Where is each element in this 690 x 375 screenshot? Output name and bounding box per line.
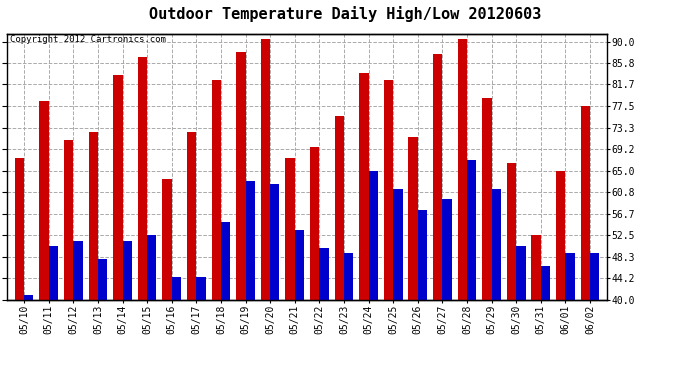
Bar	[270, 184, 279, 300]
Bar	[295, 230, 304, 300]
Bar	[417, 210, 427, 300]
Bar	[457, 39, 467, 300]
Bar	[212, 80, 221, 300]
Bar	[531, 236, 541, 300]
Bar	[408, 137, 417, 300]
Bar	[433, 54, 442, 300]
Bar	[123, 240, 132, 300]
Bar	[221, 222, 230, 300]
Bar	[98, 259, 107, 300]
Bar	[88, 132, 98, 300]
Bar	[467, 160, 476, 300]
Bar	[64, 140, 73, 300]
Bar	[172, 277, 181, 300]
Bar	[162, 178, 172, 300]
Bar	[565, 254, 575, 300]
Bar	[319, 248, 328, 300]
Bar	[261, 39, 270, 300]
Bar	[491, 189, 501, 300]
Bar	[482, 98, 491, 300]
Bar	[49, 246, 58, 300]
Bar	[147, 236, 157, 300]
Bar	[516, 246, 526, 300]
Bar	[442, 199, 452, 300]
Bar	[393, 189, 402, 300]
Bar	[14, 158, 24, 300]
Bar	[556, 171, 565, 300]
Bar	[236, 52, 246, 300]
Bar	[24, 295, 34, 300]
Bar	[335, 117, 344, 300]
Bar	[197, 277, 206, 300]
Bar	[541, 266, 550, 300]
Text: Copyright 2012 Cartronics.com: Copyright 2012 Cartronics.com	[10, 35, 166, 44]
Bar	[590, 254, 600, 300]
Bar	[113, 75, 123, 300]
Bar	[246, 181, 255, 300]
Bar	[286, 158, 295, 300]
Text: Outdoor Temperature Daily High/Low 20120603: Outdoor Temperature Daily High/Low 20120…	[149, 6, 541, 22]
Bar	[507, 163, 516, 300]
Bar	[187, 132, 197, 300]
Bar	[580, 106, 590, 300]
Bar	[359, 72, 368, 300]
Bar	[73, 240, 83, 300]
Bar	[310, 147, 319, 300]
Bar	[384, 80, 393, 300]
Bar	[39, 101, 49, 300]
Bar	[344, 254, 353, 300]
Bar	[368, 171, 378, 300]
Bar	[138, 57, 147, 300]
